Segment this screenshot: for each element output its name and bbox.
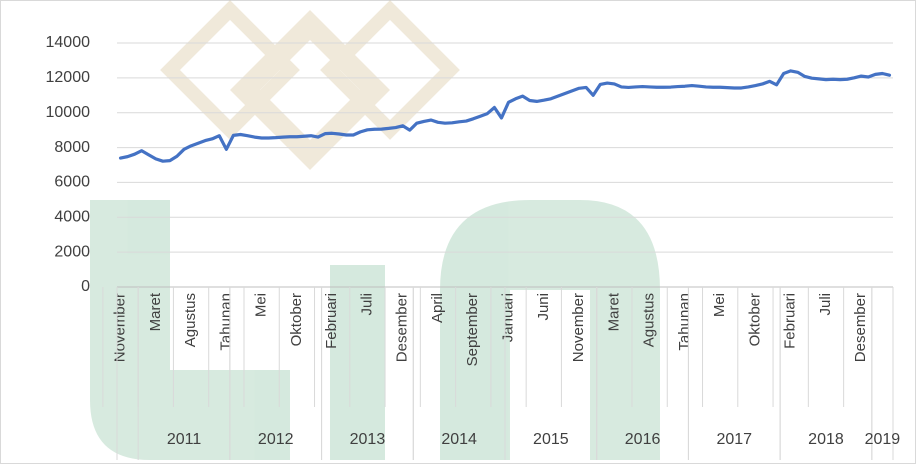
group-label: 2019 bbox=[865, 431, 901, 448]
x-tick-label: Agustus bbox=[641, 293, 658, 347]
y-tick-label: 10000 bbox=[46, 104, 91, 121]
x-tick-label: Desember bbox=[394, 293, 411, 362]
chart: 0 2000 4000 6000 8000 10000 12000 14000 November… bbox=[0, 0, 916, 464]
y-tick-label: 6000 bbox=[54, 174, 90, 191]
group-label: 2017 bbox=[716, 431, 752, 448]
x-tick-label: Oktober bbox=[288, 293, 305, 346]
y-tick-label: 2000 bbox=[54, 243, 90, 260]
y-tick-label: 0 bbox=[81, 278, 90, 295]
x-tick-label: Desember bbox=[852, 293, 869, 362]
x-tick-label: November bbox=[111, 293, 128, 362]
x-tick-label: Tahunan bbox=[217, 293, 234, 351]
x-tick-label: Juni bbox=[535, 293, 552, 321]
x-tick-label: Tahunan bbox=[676, 293, 693, 351]
x-tick-label: Oktober bbox=[746, 293, 763, 346]
x-tick-label: Januari bbox=[499, 293, 516, 342]
x-tick-label: Mei bbox=[253, 293, 270, 317]
y-tick-label: 14000 bbox=[46, 34, 91, 51]
y-tick-label: 4000 bbox=[54, 209, 90, 226]
x-tick-label: November bbox=[570, 293, 587, 362]
group-label: 2012 bbox=[258, 431, 294, 448]
x-tick-label: Juli bbox=[358, 293, 375, 316]
x-tick-label: September bbox=[464, 293, 481, 366]
x-tick-label: Maret bbox=[605, 292, 622, 331]
x-tick-label: Februari bbox=[782, 293, 799, 349]
y-tick-label: 8000 bbox=[54, 139, 90, 156]
x-tick-label: Juli bbox=[817, 293, 834, 316]
y-tick-label: 12000 bbox=[46, 69, 91, 86]
group-label: 2018 bbox=[808, 431, 844, 448]
group-label: 2016 bbox=[625, 431, 661, 448]
group-label: 2015 bbox=[533, 431, 569, 448]
x-tick-label: Agustus bbox=[182, 293, 199, 347]
x-tick-label: Maret bbox=[147, 292, 164, 331]
group-label: 2014 bbox=[441, 431, 477, 448]
x-tick-label: Mei bbox=[711, 293, 728, 317]
group-label: 2011 bbox=[167, 431, 202, 448]
x-tick-label: April bbox=[429, 293, 446, 323]
x-tick-label: Februari bbox=[323, 293, 340, 349]
group-label: 2013 bbox=[350, 431, 386, 448]
